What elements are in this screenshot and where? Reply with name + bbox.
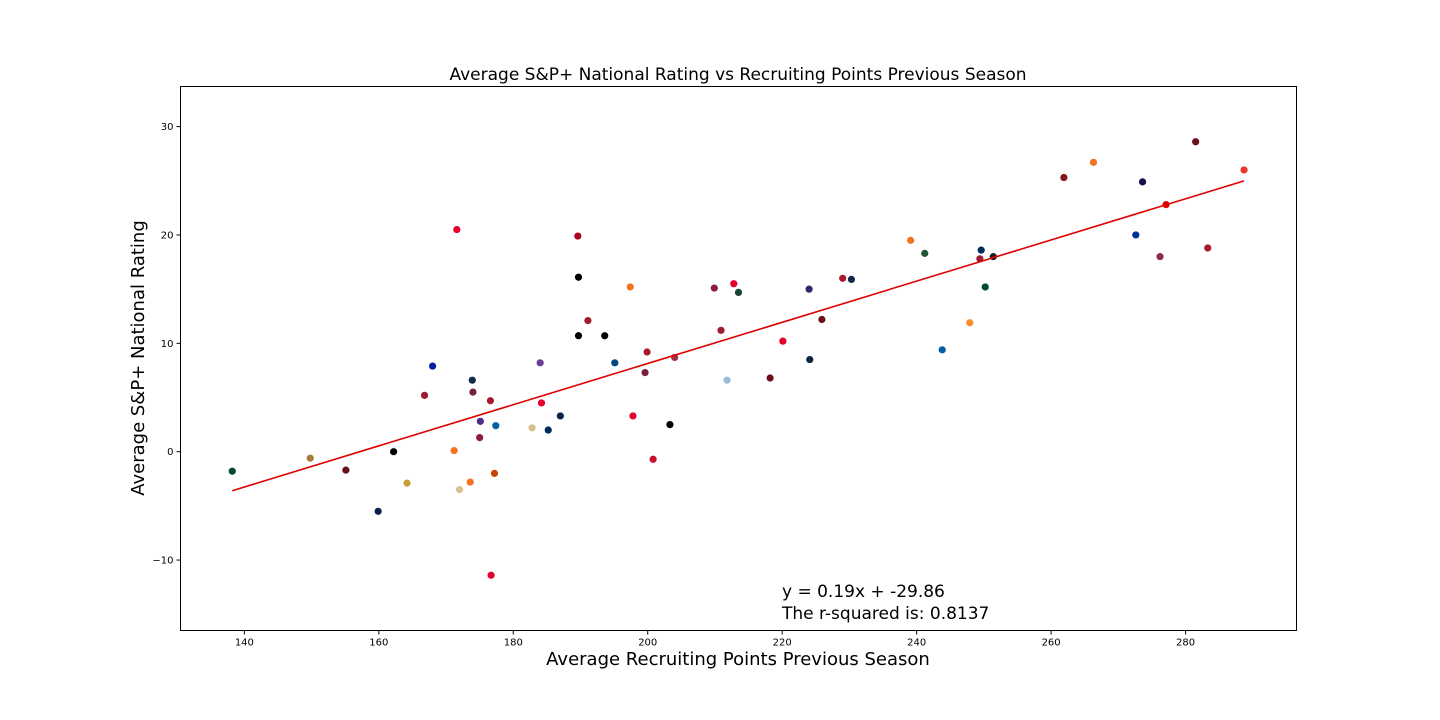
data-point	[476, 434, 484, 442]
data-point	[1132, 231, 1140, 239]
data-point	[1156, 253, 1164, 261]
data-point	[1089, 158, 1098, 166]
data-point	[468, 376, 476, 384]
x-tick-label: 180	[504, 638, 523, 649]
data-point	[734, 288, 743, 296]
data-point	[374, 507, 382, 515]
x-tick-label: 160	[369, 638, 388, 649]
data-point	[818, 315, 826, 324]
data-point	[723, 376, 731, 384]
data-point	[766, 374, 774, 382]
data-point	[403, 479, 411, 487]
data-point	[1192, 138, 1200, 146]
y-axis-label: Average S&P+ National Rating	[128, 220, 149, 496]
x-axis-ticks: 140 160 180 200 220 240 260 280	[235, 630, 1195, 649]
data-point	[476, 417, 484, 425]
data-point	[537, 399, 546, 407]
data-point	[544, 426, 552, 434]
data-point	[981, 283, 989, 291]
data-point	[1060, 173, 1068, 182]
data-point	[228, 467, 236, 475]
data-point	[455, 486, 464, 494]
x-tick-label: 220	[773, 638, 792, 649]
data-point	[574, 332, 583, 340]
data-point	[453, 225, 461, 234]
data-point	[492, 422, 500, 430]
x-tick-label: 240	[907, 638, 926, 649]
plot-area	[180, 86, 1297, 631]
data-point	[429, 362, 437, 370]
data-point	[469, 388, 477, 396]
data-point	[528, 424, 536, 432]
data-point	[306, 454, 314, 462]
data-point	[977, 246, 985, 254]
y-tick-label: 0	[167, 447, 173, 458]
data-point	[574, 232, 582, 240]
x-axis-label: Average Recruiting Points Previous Seaso…	[546, 649, 930, 670]
data-point	[921, 249, 929, 257]
data-point	[847, 275, 856, 283]
data-point	[490, 469, 499, 477]
data-point	[643, 348, 651, 356]
data-point	[1240, 166, 1248, 174]
data-point	[1138, 178, 1147, 186]
data-point	[486, 397, 495, 405]
data-point	[574, 273, 583, 281]
regression-group	[232, 180, 1245, 492]
data-point	[779, 337, 787, 345]
y-tick-label: 10	[161, 339, 174, 350]
data-point	[466, 478, 474, 486]
data-point	[730, 280, 738, 288]
y-tick-label: 30	[161, 122, 174, 133]
regression-line	[232, 180, 1245, 492]
data-point	[390, 448, 398, 456]
data-point	[966, 319, 974, 327]
data-point	[601, 332, 609, 340]
y-tick-label: −10	[152, 556, 173, 567]
data-point	[420, 391, 429, 399]
data-point	[1204, 244, 1212, 252]
chart-title: Average S&P+ National Rating vs Recruiti…	[449, 65, 1026, 85]
data-point	[487, 571, 495, 579]
x-tick-label: 280	[1176, 638, 1195, 649]
data-point	[629, 412, 637, 420]
r-squared-text: The r-squared is: 0.8137	[781, 604, 989, 624]
y-axis-ticks: −10 0 10 20 30	[152, 122, 181, 567]
data-point	[938, 346, 946, 354]
x-tick-label: 140	[235, 638, 254, 649]
data-point	[611, 359, 619, 367]
data-point	[649, 455, 657, 463]
data-point	[342, 466, 350, 474]
x-tick-label: 260	[1042, 638, 1061, 649]
regression-equation: y = 0.19x + -29.86	[782, 582, 945, 602]
data-point	[806, 355, 814, 364]
data-point	[907, 236, 915, 244]
y-tick-label: 20	[161, 230, 174, 241]
data-points	[228, 138, 1248, 579]
data-point	[584, 316, 592, 325]
data-point	[641, 368, 649, 377]
data-point	[536, 359, 544, 367]
data-point	[839, 274, 847, 282]
data-point	[626, 283, 634, 291]
data-point	[710, 284, 718, 292]
data-point	[666, 421, 674, 429]
x-tick-label: 200	[638, 638, 657, 649]
data-point	[556, 412, 564, 420]
data-point	[717, 326, 725, 334]
data-point	[450, 447, 458, 455]
data-point	[805, 285, 813, 293]
